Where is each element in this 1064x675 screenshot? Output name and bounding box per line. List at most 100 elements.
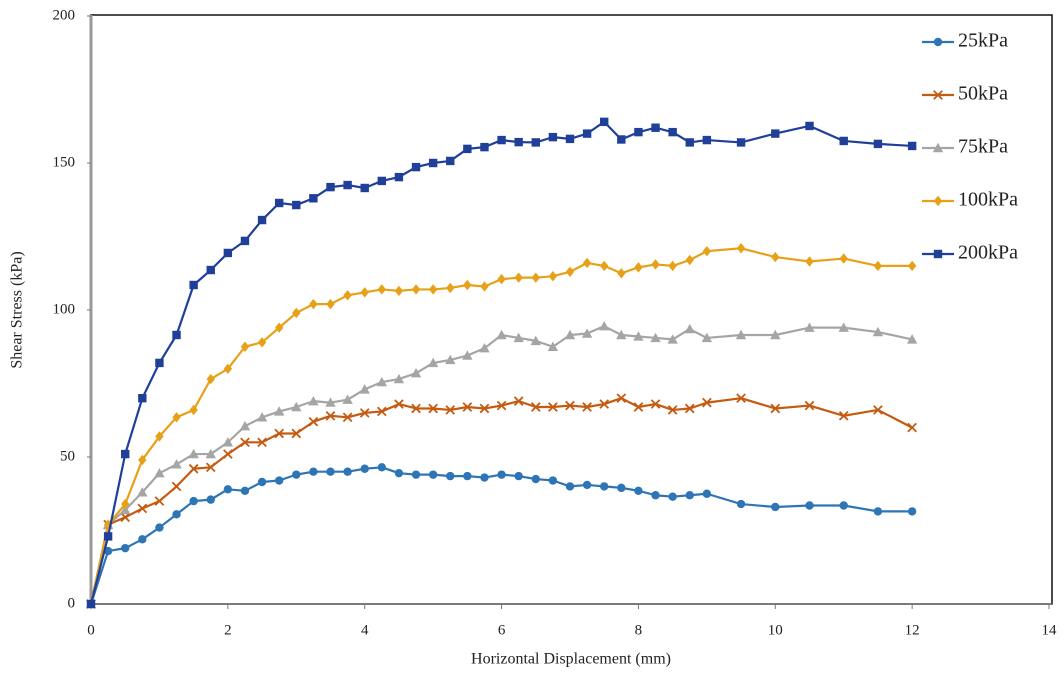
data-point — [343, 467, 352, 476]
data-point — [804, 322, 815, 332]
data-point — [240, 437, 250, 448]
data-point — [907, 422, 917, 433]
data-point — [138, 535, 147, 544]
data-point — [599, 399, 610, 409]
data-point — [257, 477, 267, 487]
data-point — [479, 343, 490, 353]
data-point — [480, 142, 489, 152]
data-point — [805, 501, 814, 510]
data-point — [702, 489, 712, 498]
data-point — [240, 486, 250, 496]
data-point — [86, 599, 96, 609]
data-point — [121, 498, 130, 510]
series — [86, 463, 917, 609]
x-tick-label: 0 — [87, 622, 95, 638]
data-point — [240, 236, 250, 246]
data-point — [565, 482, 575, 491]
data-point — [667, 405, 678, 415]
data-point — [684, 403, 695, 414]
data-point — [480, 473, 489, 482]
data-point — [702, 397, 712, 408]
data-point — [239, 420, 251, 431]
data-point — [805, 121, 814, 131]
data-point — [617, 483, 626, 493]
data-point — [531, 138, 540, 147]
data-point — [342, 394, 353, 404]
data-point — [771, 129, 780, 138]
data-point — [137, 503, 148, 514]
x-tick-label: 10 — [768, 622, 783, 638]
data-point — [377, 284, 387, 295]
series — [86, 393, 917, 609]
data-point — [582, 257, 592, 269]
data-point — [428, 284, 438, 295]
data-point — [873, 405, 883, 415]
data-point — [308, 416, 319, 427]
data-point — [445, 405, 456, 415]
data-point — [873, 139, 883, 149]
data-point — [906, 334, 918, 344]
data-point — [668, 260, 677, 272]
data-point — [479, 403, 490, 414]
data-point — [274, 476, 284, 485]
y-tick-label: 150 — [53, 154, 76, 170]
data-point — [292, 470, 301, 479]
data-point — [292, 200, 301, 210]
data-point — [172, 330, 181, 340]
data-point — [257, 337, 267, 348]
legend-marker — [932, 142, 944, 153]
data-point — [137, 487, 148, 497]
data-point — [581, 328, 593, 338]
data-point — [410, 368, 422, 378]
data-point — [651, 259, 660, 270]
data-point — [735, 329, 747, 340]
data-point — [667, 334, 678, 344]
data-point — [240, 341, 250, 352]
data-point — [564, 329, 576, 340]
data-point — [428, 470, 438, 479]
data-point — [274, 322, 284, 333]
data-point — [309, 467, 318, 476]
data-point — [531, 272, 540, 283]
legend-marker — [933, 195, 943, 207]
data-point — [804, 400, 815, 411]
data-point — [514, 471, 523, 481]
y-tick-label: 50 — [60, 448, 75, 464]
data-point — [907, 260, 917, 272]
data-point — [600, 260, 609, 272]
x-tick-label: 12 — [905, 622, 920, 638]
data-point — [309, 298, 318, 310]
y-tick-label: 200 — [53, 7, 76, 23]
data-point — [359, 408, 370, 418]
series — [85, 320, 918, 609]
data-point — [463, 279, 472, 291]
data-point — [771, 502, 780, 512]
data-point — [650, 332, 661, 343]
data-point — [873, 507, 883, 516]
data-point — [326, 298, 335, 310]
data-point — [462, 350, 473, 360]
data-point — [513, 332, 524, 343]
data-point — [428, 403, 438, 414]
data-point — [873, 260, 883, 272]
data-point — [633, 331, 644, 341]
data-point — [872, 326, 884, 337]
data-point — [274, 198, 284, 208]
data-point — [223, 248, 233, 258]
data-point — [377, 463, 387, 472]
x-tick-label: 6 — [498, 622, 506, 638]
data-point — [325, 411, 336, 421]
data-point — [497, 135, 506, 145]
data-point — [530, 335, 541, 346]
data-point — [497, 273, 506, 285]
data-point — [171, 459, 182, 469]
legend-label: 25kPa — [958, 30, 1008, 52]
data-point — [223, 485, 233, 494]
data-point — [172, 510, 181, 519]
data-point — [359, 384, 370, 394]
data-point — [616, 329, 627, 340]
data-point — [394, 172, 404, 182]
data-point — [205, 462, 216, 473]
data-point — [701, 332, 713, 343]
